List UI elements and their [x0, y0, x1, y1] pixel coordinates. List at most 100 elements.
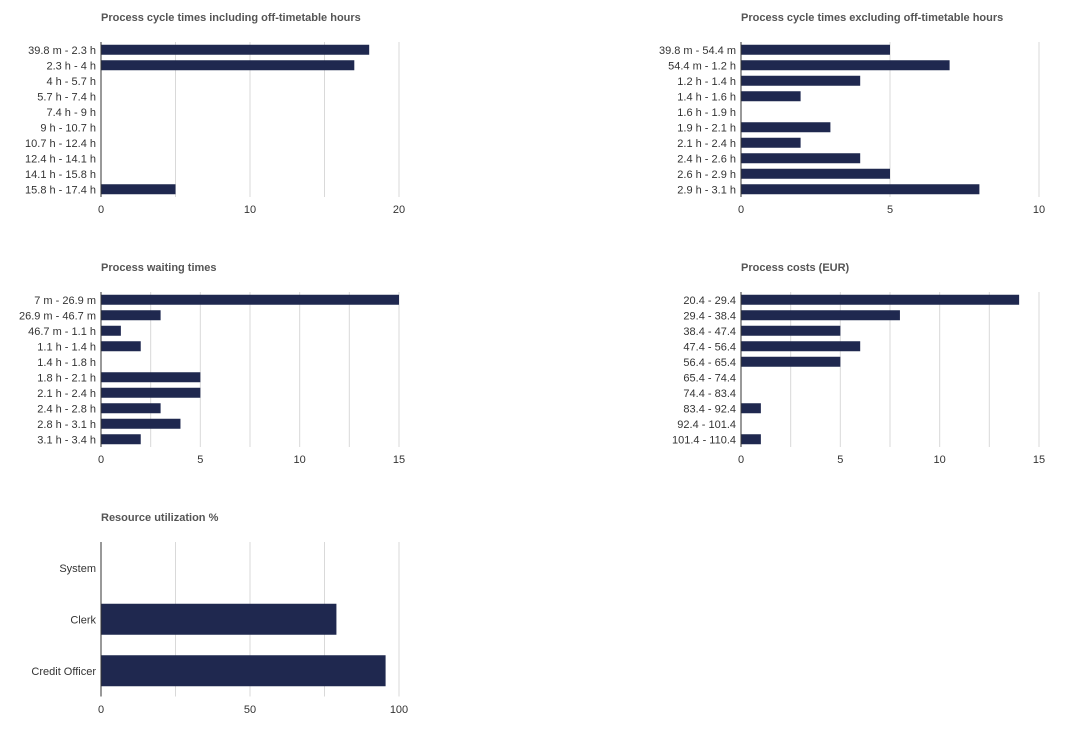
x-tick-label: 10	[294, 454, 306, 466]
chart-title: Process cycle times including off-timeta…	[101, 12, 361, 24]
bar	[101, 44, 370, 55]
chart-title: Process costs (EUR)	[741, 262, 850, 274]
category-label: 14.1 h - 15.8 h	[25, 169, 96, 181]
category-label: 83.4 - 92.4	[683, 403, 736, 415]
bar	[741, 184, 980, 195]
bar	[101, 655, 386, 687]
x-tick-label: 5	[837, 454, 843, 466]
category-label: 56.4 - 65.4	[683, 357, 736, 369]
category-label: 2.1 h - 2.4 h	[677, 138, 736, 150]
x-tick-label: 5	[197, 454, 203, 466]
chart-title: Process cycle times excluding off-timeta…	[741, 12, 1004, 24]
x-tick-label: 0	[98, 454, 104, 466]
x-tick-label: 0	[98, 204, 104, 216]
x-tick-label: 0	[98, 704, 104, 716]
x-tick-label: 10	[1033, 204, 1045, 216]
category-label: 38.4 - 47.4	[683, 326, 736, 338]
category-label: 54.4 m - 1.2 h	[668, 60, 736, 72]
bar-chart-svg: 39.8 m - 2.3 h 2.3 h - 4 h 4 h - 5.7 h 5.7 …	[25, 42, 405, 216]
category-label: 12.4 h - 14.1 h	[25, 153, 96, 165]
bar	[741, 310, 900, 321]
bar	[101, 325, 121, 336]
bar-chart-svg: 39.8 m - 54.4 m 54.4 m - 1.2 h 1.2 h - 1.4…	[659, 42, 1045, 216]
category-label: 10.7 h - 12.4 h	[25, 138, 96, 150]
category-label: 29.4 - 38.4	[683, 310, 736, 322]
bar	[741, 153, 861, 164]
category-label: 92.4 - 101.4	[677, 419, 736, 431]
chart-title: Process waiting times	[101, 262, 217, 274]
bar	[741, 91, 801, 102]
category-label: 47.4 - 56.4	[683, 341, 736, 353]
category-label: 2.8 h - 3.1 h	[37, 419, 96, 431]
bar-chart-svg: 7 m - 26.9 m 26.9 m - 46.7 m 46.7 m - 1.1 …	[19, 292, 405, 466]
x-tick-label: 50	[244, 704, 256, 716]
category-label: 2.4 h - 2.6 h	[677, 153, 736, 165]
category-label: Credit Officer	[31, 666, 96, 678]
category-label: 20.4 - 29.4	[683, 295, 736, 307]
category-label: 7.4 h - 9 h	[46, 107, 96, 119]
x-tick-label: 20	[393, 204, 405, 216]
chart-resource-utilization: Resource utilization % System Clerk Credit…	[0, 500, 540, 749]
category-label: 74.4 - 83.4	[683, 388, 736, 400]
bar	[101, 184, 176, 195]
bar	[741, 122, 831, 133]
category-label: System	[59, 563, 96, 575]
bar	[741, 294, 1020, 305]
chart-waiting-times: Process waiting times 7 m - 26.9 m 26.9 m…	[0, 250, 540, 490]
category-label: 39.8 m - 54.4 m	[659, 45, 736, 57]
category-label: 2.4 h - 2.8 h	[37, 403, 96, 415]
x-tick-label: 10	[244, 204, 256, 216]
category-label: 3.1 h - 3.4 h	[37, 434, 96, 446]
bar	[101, 341, 141, 352]
category-label: 1.4 h - 1.8 h	[37, 357, 96, 369]
bar	[101, 372, 201, 383]
category-label: 2.1 h - 2.4 h	[37, 388, 96, 400]
bar	[741, 325, 841, 336]
bar	[741, 434, 761, 445]
category-label: 1.9 h - 2.1 h	[677, 122, 736, 134]
bar	[101, 403, 161, 414]
category-label: 1.8 h - 2.1 h	[37, 372, 96, 384]
bar	[101, 294, 399, 305]
category-label: 2.9 h - 3.1 h	[677, 184, 736, 196]
bar	[741, 60, 950, 71]
category-label: 1.6 h - 1.9 h	[677, 107, 736, 119]
bar	[741, 44, 890, 55]
chart-process-costs: Process costs (EUR) 20.4 - 29.4 29.4 - 38…	[640, 250, 1084, 490]
bar	[741, 168, 890, 179]
category-label: 1.1 h - 1.4 h	[37, 341, 96, 353]
bar	[741, 403, 761, 414]
x-tick-label: 0	[738, 454, 744, 466]
bar	[741, 137, 801, 148]
x-tick-label: 15	[1033, 454, 1045, 466]
category-label: 1.2 h - 1.4 h	[677, 76, 736, 88]
chart-cycle-times-including: Process cycle times including off-timeta…	[0, 0, 540, 240]
bar	[101, 387, 201, 398]
category-label: 46.7 m - 1.1 h	[28, 326, 96, 338]
chart-title: Resource utilization %	[101, 512, 219, 524]
x-tick-label: 0	[738, 204, 744, 216]
x-tick-label: 5	[887, 204, 893, 216]
category-label: 2.6 h - 2.9 h	[677, 169, 736, 181]
category-label: 26.9 m - 46.7 m	[19, 310, 96, 322]
bar	[101, 418, 181, 429]
category-label: Clerk	[70, 614, 96, 626]
bar-chart-svg: System Clerk Credit Officer 0 50 100	[31, 542, 408, 716]
category-label: 9 h - 10.7 h	[40, 122, 96, 134]
category-label: 5.7 h - 7.4 h	[37, 91, 96, 103]
category-label: 7 m - 26.9 m	[34, 295, 96, 307]
bar	[101, 310, 161, 321]
category-label: 1.4 h - 1.6 h	[677, 91, 736, 103]
category-label: 15.8 h - 17.4 h	[25, 184, 96, 196]
category-label: 4 h - 5.7 h	[46, 76, 96, 88]
bar	[741, 341, 861, 352]
bar	[101, 60, 355, 71]
x-tick-label: 10	[934, 454, 946, 466]
category-label: 101.4 - 110.4	[672, 434, 736, 446]
category-label: 39.8 m - 2.3 h	[28, 45, 96, 57]
bar-chart-svg: 20.4 - 29.4 29.4 - 38.4 38.4 - 47.4 47.4 - …	[672, 292, 1045, 466]
chart-cycle-times-excluding: Process cycle times excluding off-timeta…	[640, 0, 1084, 240]
category-label: 2.3 h - 4 h	[46, 60, 96, 72]
x-tick-label: 100	[390, 704, 408, 716]
bar	[741, 356, 841, 367]
